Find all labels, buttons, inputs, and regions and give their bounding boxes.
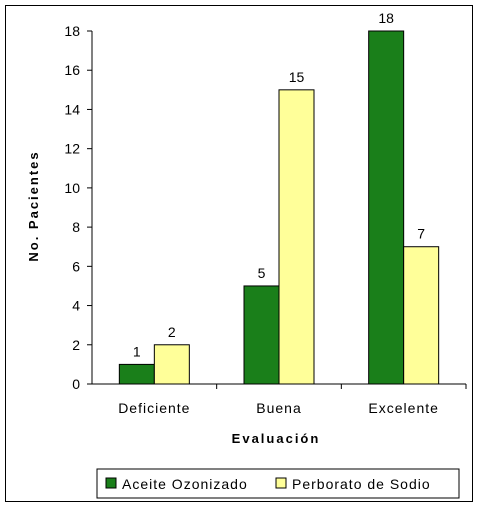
x-axis-categories: Deficiente Buena Excelente <box>118 384 467 416</box>
y-tick-label: 16 <box>64 62 80 78</box>
y-tick-label: 2 <box>72 337 80 353</box>
y-tick-label: 10 <box>64 180 80 196</box>
y-tick-label: 4 <box>72 298 80 314</box>
y-tick-label: 6 <box>72 258 80 274</box>
legend: Aceite Ozonizado Perborato de Sodio <box>105 476 431 492</box>
y-tick-label: 0 <box>72 376 80 392</box>
data-label: 7 <box>417 226 425 242</box>
y-tick-label: 14 <box>64 101 80 117</box>
bar <box>278 89 315 385</box>
legend-swatch <box>105 477 117 489</box>
bar <box>118 363 155 385</box>
data-label: 2 <box>168 324 176 340</box>
legend-swatch <box>275 477 287 489</box>
legend-label: Aceite Ozonizado <box>122 476 248 492</box>
x-category-label: Buena <box>256 400 301 416</box>
data-label: 18 <box>378 10 394 26</box>
x-category-label: Excelente <box>368 400 438 416</box>
bar <box>153 344 190 385</box>
bar <box>403 246 440 385</box>
legend-label: Perborato de Sodio <box>292 476 431 492</box>
data-label: 15 <box>289 69 305 85</box>
y-tick-label: 18 <box>64 23 80 39</box>
data-label: 5 <box>258 265 266 281</box>
y-axis-ticks: 0 2 4 6 8 10 12 14 16 18 <box>64 23 92 392</box>
bar <box>368 30 405 385</box>
x-category-label: Deficiente <box>118 400 190 416</box>
data-labels-group: 1 2 5 15 18 7 <box>133 10 425 359</box>
data-label: 1 <box>133 343 141 359</box>
y-tick-label: 12 <box>64 141 80 157</box>
x-axis-title: Evaluación <box>232 431 321 446</box>
bar <box>243 285 280 385</box>
y-axis-title: No. Pacientes <box>26 150 41 261</box>
y-tick-label: 8 <box>72 219 80 235</box>
